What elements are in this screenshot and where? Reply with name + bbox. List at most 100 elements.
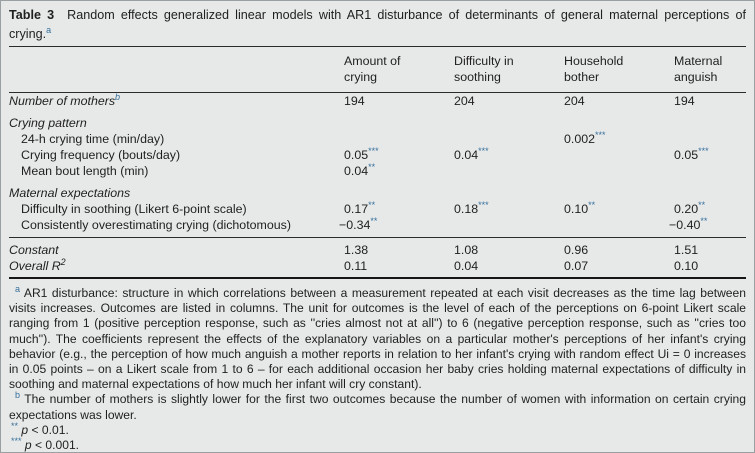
significance-stars: *** [368,145,379,156]
row-label-text: Crying frequency (bouts/day) [21,148,181,162]
value-cell [454,217,564,233]
coefficient-value: 0.05 [344,148,369,162]
row-label-text: 24-h crying time (min/day) [21,132,165,146]
coefficient-value: 0.18 [454,202,479,216]
row-label-text: Maternal expectations [9,186,131,200]
value-cell: 0.10** [564,199,674,217]
coefficient-value: 1.51 [674,243,699,257]
value-cell: 0.07 [564,258,674,274]
significance-stars: ** [700,215,708,226]
coefficient-value: −0.40 [669,218,701,232]
row-label: Mean bout length (min) [9,163,344,179]
coefficient-value: 194 [674,94,695,108]
coefficient-value: 0.10 [564,202,589,216]
table-row: Constant 1.38 1.08 0.96 1.51 [9,242,746,258]
section-header-row: Crying pattern [9,115,746,131]
value-cell: 0.17** [344,200,454,217]
footnote-b: b The number of mothers is slightly lowe… [9,390,746,422]
row-label: Number of mothersb [9,92,344,109]
table-row: Number of mothersb 194 204 204 194 [9,92,746,109]
significance-stars: ** [588,199,596,210]
coefficient-value: 0.04 [344,164,369,178]
significance-stars: *** [595,129,606,140]
caption-rule [9,46,746,47]
coefficient-value: 0.96 [564,243,589,257]
row-label-text: Difficulty in soothing (Likert 6-point s… [21,202,247,216]
table-body: Number of mothersb 194 204 204 194 Crying pat… [9,92,746,274]
footnote-b-text: The number of mothers is slightly lower … [9,392,746,422]
footnote-marker-a: a [46,24,52,35]
row-label: 24-h crying time (min/day) [9,131,344,147]
table-caption: Table 3 Random effects generalized linear… [9,6,746,43]
footnote-a: a AR1 disturbance: structure in which co… [9,283,746,392]
row-label: Overall R2 [9,256,344,274]
value-cell: −0.34** [339,215,454,233]
table-number: Table 3 [9,8,55,22]
value-cell [674,163,746,179]
coefficient-value: 0.002 [564,132,596,146]
row-label-text: Crying pattern [9,116,87,130]
value-cell [674,131,746,147]
value-cell [564,163,674,179]
footnote-a-marker: a [15,283,21,294]
table-row: Difficulty in soothing (Likert 6-point s… [9,199,746,217]
separator-rule [9,237,746,238]
coefficient-value: 0.11 [344,259,368,273]
p-symbol: p [21,422,29,437]
footnotes: a AR1 disturbance: structure in which co… [9,283,746,452]
value-cell: 1.38 [344,242,454,258]
value-cell [564,147,674,163]
table-header-row: Amount of crying Difficulty in soothing Ho… [9,47,746,92]
footnote-b-marker: b [15,390,21,401]
value-cell: 0.04** [344,161,454,179]
footnote-a-text: AR1 disturbance: structure in which corr… [9,286,746,392]
coefficient-value: 0.04 [454,148,479,162]
empty-header-cell [9,53,344,85]
significance-note-2: *** p < 0.001. [9,435,746,452]
header-rule [9,92,746,93]
value-cell: 1.51 [674,242,746,258]
value-cell: 0.04 [454,258,564,274]
value-cell [344,131,454,147]
value-cell: 0.11 [344,258,454,274]
table-row: Overall R2 0.11 0.04 0.07 0.10 [9,256,746,274]
triple-asterisk-marker: *** [11,435,22,446]
table-bottom-rule [9,277,746,279]
coefficient-value: 0.07 [564,259,589,273]
row-label: Difficulty in soothing (Likert 6-point s… [9,201,344,217]
coefficient-value: 0.17 [344,202,369,216]
squared-superscript: 2 [60,256,66,267]
row-label: Consistently overestimating crying (dich… [9,217,344,233]
value-cell: 0.05*** [344,145,454,163]
significance-stars: ** [370,215,378,226]
significance-note-1: ** p < 0.01. [9,420,746,438]
column-header: Difficulty in soothing [454,54,514,84]
row-label-text: Overall R [9,259,61,273]
coefficient-value: 204 [564,94,585,108]
coefficient-value: 0.10 [674,259,699,273]
value-cell: 204 [454,93,564,109]
significance-stars: ** [368,161,376,172]
table-row: Consistently overestimating crying (dich… [9,215,746,233]
value-cell: 0.18*** [454,200,564,217]
row-label-text: Consistently overestimating crying (dich… [21,218,291,232]
coefficient-value: 1.08 [454,243,479,257]
row-label: Crying pattern [9,115,344,131]
column-header: Household bother [564,54,624,84]
table-row: Mean bout length (min) 0.04** [9,161,746,179]
value-cell [564,217,674,233]
double-asterisk-marker: ** [11,420,19,431]
row-label: Crying frequency (bouts/day) [9,147,344,163]
value-cell: 0.20** [674,200,746,217]
coefficient-value: 1.38 [344,243,369,257]
value-cell: 194 [674,93,746,109]
column-header: Maternal anguish [674,54,723,84]
value-cell [454,163,564,179]
value-cell: 194 [344,93,454,109]
table-row: 24-h crying time (min/day) 0.002*** [9,129,746,147]
table-row: Crying frequency (bouts/day) 0.05*** 0.04*… [9,145,746,163]
value-cell: 0.10 [674,258,746,274]
section-header-row: Maternal expectations [9,185,746,201]
significance-stars: *** [698,145,709,156]
